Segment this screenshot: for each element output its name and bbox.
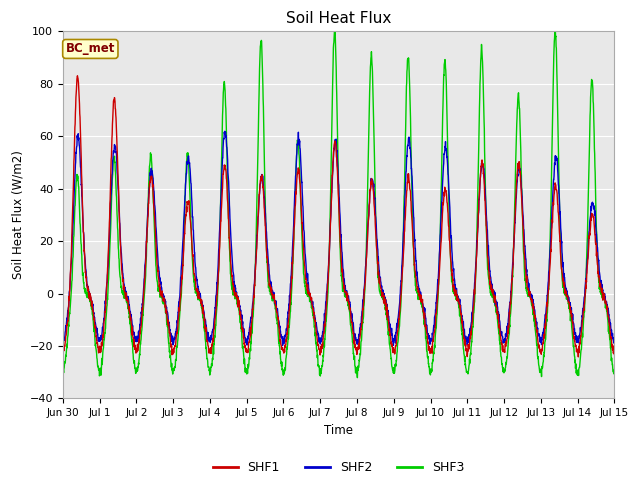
Legend: SHF1, SHF2, SHF3: SHF1, SHF2, SHF3 [207,456,470,479]
SHF3 [355,365,362,371]
SHF2 [278,343,286,348]
SHF2 [611,338,618,344]
Line: SHF3: SHF3 [63,30,614,378]
SHF1 [59,345,67,350]
SHF2 [499,340,507,346]
Y-axis label: Soil Heat Flux (W/m2): Soil Heat Flux (W/m2) [11,151,24,279]
SHF3 [562,288,570,294]
SHF3 [611,367,618,372]
SHF1 [367,185,374,191]
SHF1 [611,351,618,357]
SHF1 [355,341,362,347]
SHF2 [367,183,375,189]
SHF3 [577,347,585,352]
SHF1 [74,73,81,79]
SHF3 [552,27,559,33]
Line: SHF2: SHF2 [63,132,614,346]
Text: BC_met: BC_met [66,42,115,56]
SHF2 [213,288,221,293]
SHF3 [353,375,361,381]
SHF3 [499,369,507,374]
SHF2 [577,324,585,329]
SHF1 [575,354,582,360]
SHF1 [577,328,585,334]
X-axis label: Time: Time [324,424,353,437]
SHF1 [562,290,570,296]
SHF2 [562,287,570,292]
SHF3 [367,61,374,67]
Line: SHF1: SHF1 [63,76,614,357]
SHF2 [59,339,67,345]
SHF3 [59,368,67,373]
SHF1 [213,293,221,299]
SHF3 [213,308,221,313]
Title: Soil Heat Flux: Soil Heat Flux [286,11,391,26]
SHF2 [355,333,363,338]
SHF1 [499,348,507,354]
SHF2 [221,129,228,134]
